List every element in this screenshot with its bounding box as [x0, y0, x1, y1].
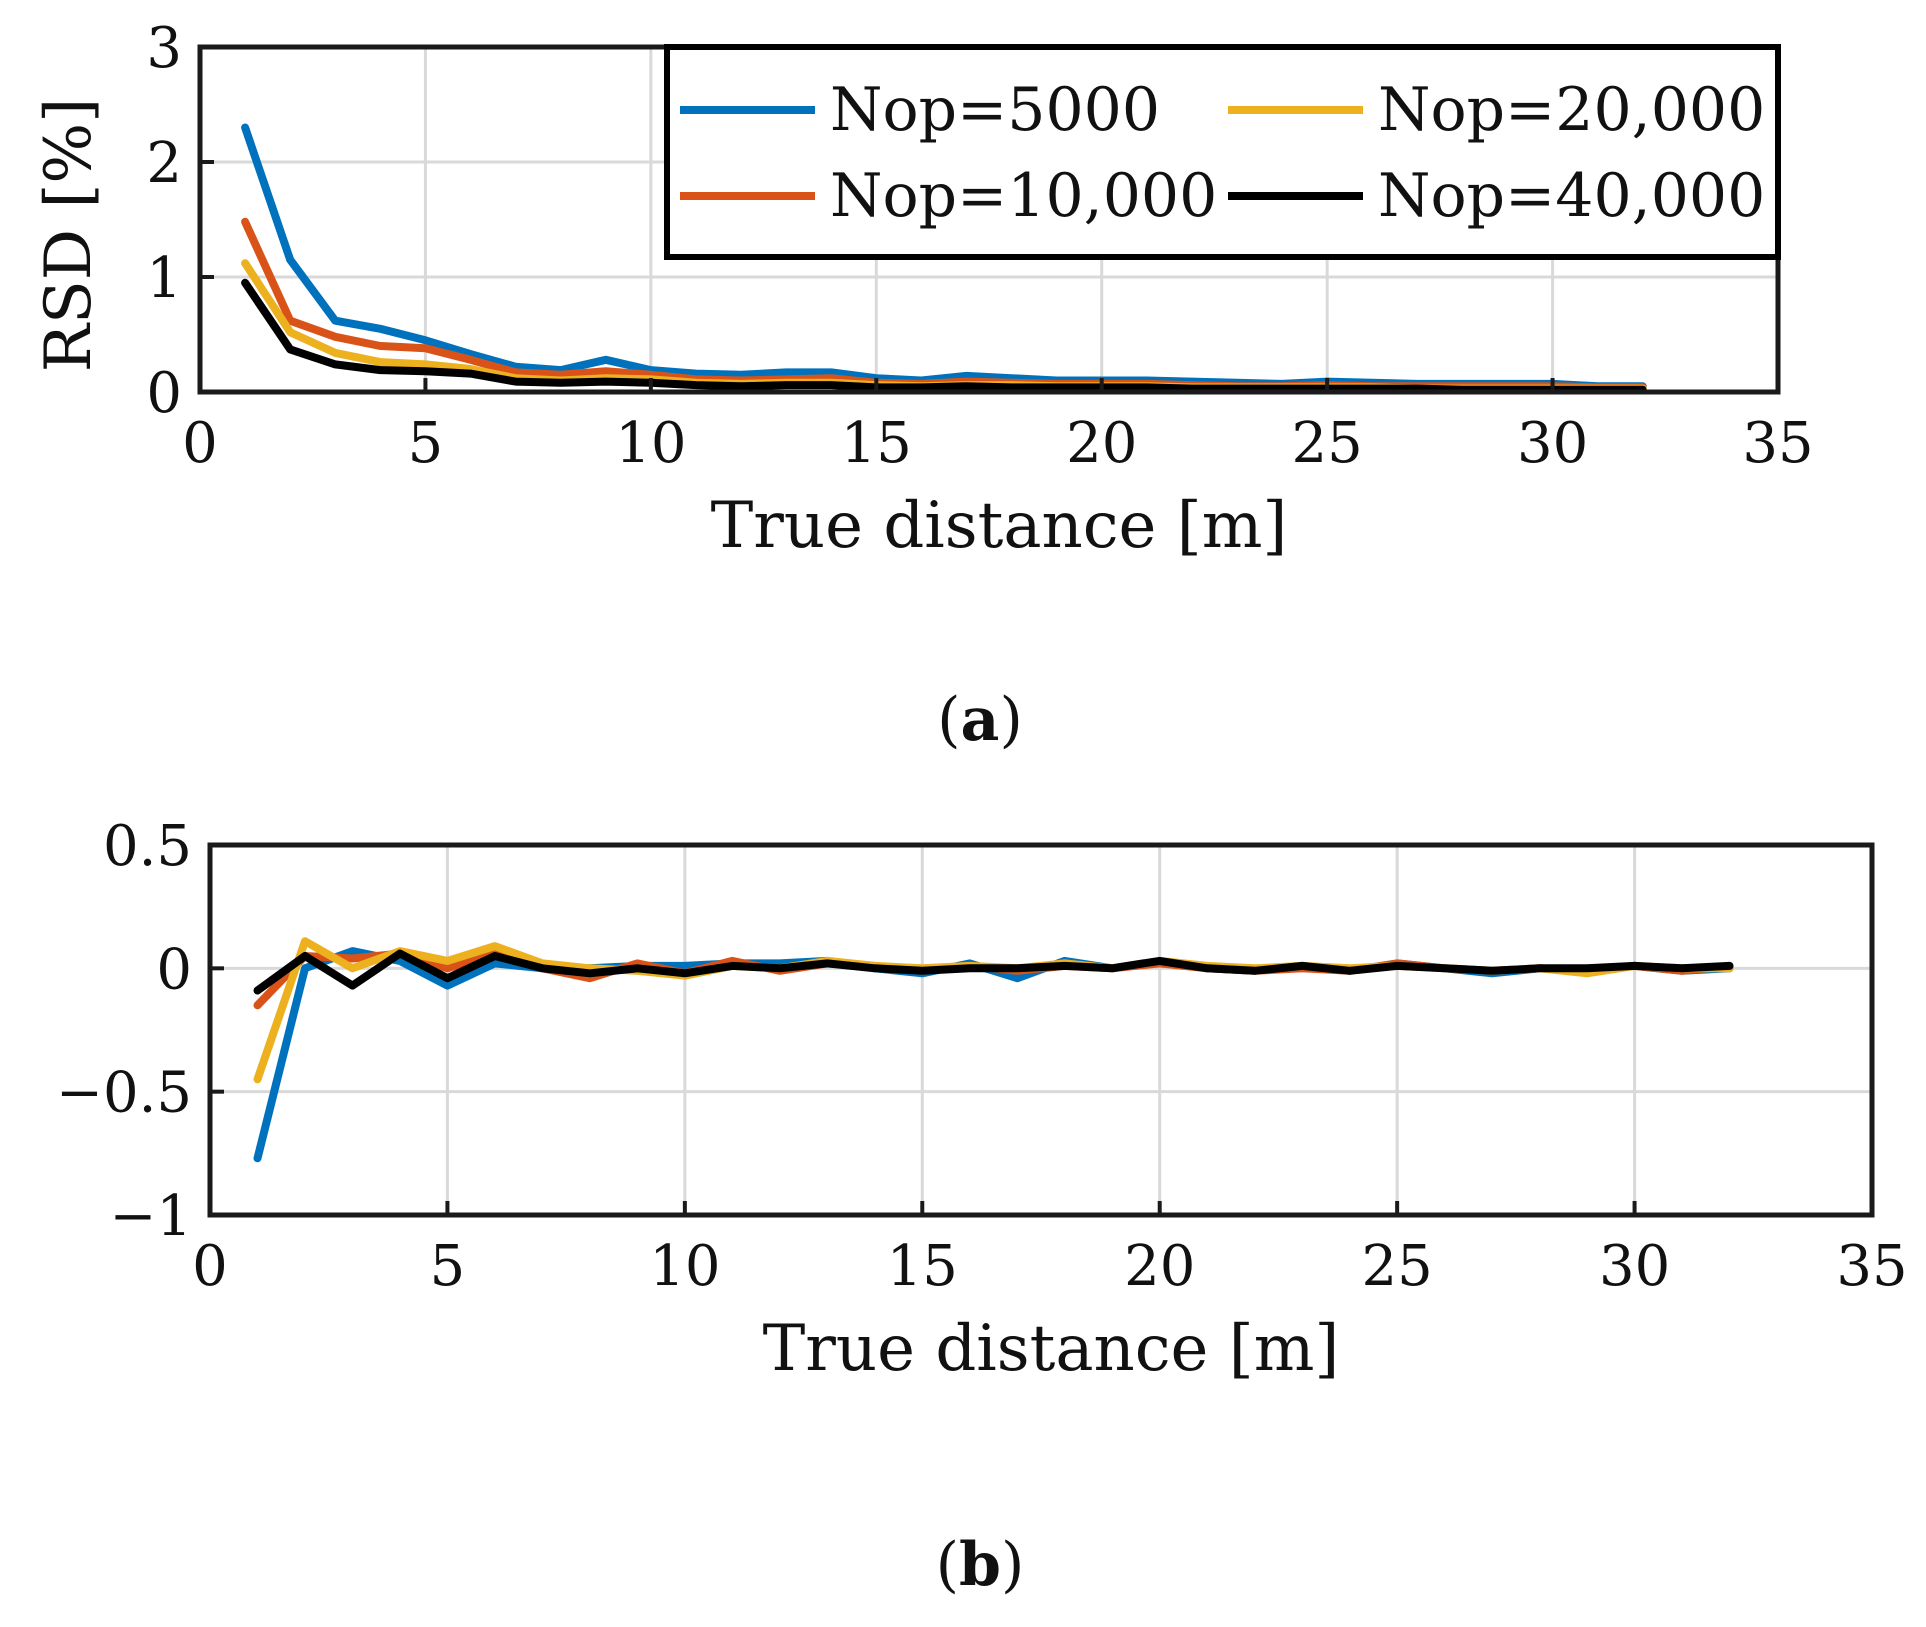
- x-tick-labels-b: 0 5 10 15 20 25 30 35: [192, 1201, 1908, 1299]
- x-tick-label: 30: [1599, 1234, 1670, 1299]
- panel-letter-b: b: [959, 1530, 1001, 1600]
- y-tick-labels-a: 0 1 2 3: [146, 16, 214, 426]
- x-tick-label: 20: [1066, 411, 1137, 476]
- x-tick-label: 10: [649, 1234, 720, 1299]
- y-tick-label: 3: [146, 16, 182, 81]
- y-tick-labels-b: −1 −0.5 0 0.5: [56, 814, 224, 1249]
- series-line-4: [253, 949, 1734, 995]
- x-tick-label: 35: [1742, 411, 1813, 476]
- series-b: [253, 937, 1734, 1163]
- series-a: [241, 123, 1647, 394]
- y-tick-label: 0: [156, 937, 192, 1002]
- x-tick-label: 15: [841, 411, 912, 476]
- legend-label: Nop=40,000: [1378, 161, 1765, 231]
- series-line-4: [241, 278, 1647, 394]
- legend: Nop=5000 Nop=10,000 Nop=20,000 Nop=40,000: [664, 44, 1781, 260]
- legend-box: [664, 44, 1781, 260]
- y-tick-label: 0.5: [103, 814, 192, 879]
- x-tick-label: 5: [408, 411, 444, 476]
- y-axis-label-a: RSD [%]: [32, 98, 106, 372]
- x-axis-label-b: True distance [m]: [763, 1312, 1340, 1386]
- x-tick-label: 10: [615, 411, 686, 476]
- x-tick-label: 25: [1362, 1234, 1433, 1299]
- x-axis-label-a: True distance [m]: [711, 489, 1288, 563]
- y-tick-label: 2: [146, 131, 182, 196]
- x-tick-labels-a: 0 5 10 15 20 25 30 35: [182, 378, 1814, 476]
- x-tick-label: 25: [1292, 411, 1363, 476]
- x-tick-label: 35: [1836, 1234, 1907, 1299]
- x-tick-label: 0: [192, 1234, 228, 1299]
- series-line-1: [253, 947, 1734, 1163]
- panel-letter-a: a: [961, 685, 1000, 755]
- legend-label: Nop=10,000: [830, 161, 1217, 231]
- plot-frame-b: [207, 842, 1875, 1218]
- x-tick-label: 15: [887, 1234, 958, 1299]
- x-tick-label: 5: [430, 1234, 466, 1299]
- panel-a: 0 5 10 15 20 25 30 35 0 1 2 3 True distance [m] RS…: [32, 16, 1814, 755]
- x-tick-label: 0: [182, 411, 218, 476]
- grid-b: [210, 845, 1872, 1215]
- x-tick-label: 30: [1517, 411, 1588, 476]
- legend-label: Nop=20,000: [1378, 75, 1765, 145]
- y-tick-label: −0.5: [56, 1061, 192, 1126]
- y-tick-label: 1: [146, 246, 182, 311]
- y-tick-label: −1: [109, 1184, 192, 1249]
- panel-b: 0 5 10 15 20 25 30 35 −1 −0.5 0 0.5 True distance …: [56, 814, 1908, 1600]
- x-tick-label: 20: [1124, 1234, 1195, 1299]
- legend-label: Nop=5000: [830, 75, 1160, 145]
- panel-label-a: (a): [937, 685, 1023, 755]
- panel-label-b: (b): [936, 1530, 1025, 1600]
- y-tick-label: 0: [146, 361, 182, 426]
